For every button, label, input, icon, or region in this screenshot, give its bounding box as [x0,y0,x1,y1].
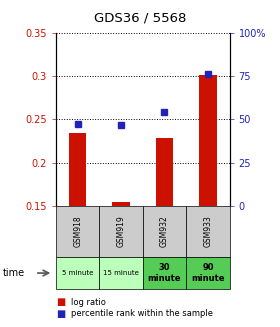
Bar [69,133,86,206]
Text: ■: ■ [56,298,65,307]
Bar [156,138,173,206]
Text: log ratio: log ratio [71,298,106,307]
Text: time: time [3,268,25,278]
Text: 15 minute: 15 minute [103,270,139,276]
Text: GSM933: GSM933 [203,215,213,247]
Text: 5 minute: 5 minute [62,270,94,276]
Text: GSM919: GSM919 [116,215,126,247]
Text: GSM932: GSM932 [160,215,169,247]
Text: GDS36 / 5568: GDS36 / 5568 [94,11,186,25]
Text: GSM918: GSM918 [73,215,82,247]
Text: 30
minute: 30 minute [148,263,181,283]
Text: ■: ■ [56,309,65,319]
Bar [112,202,130,206]
Bar [199,75,216,206]
Text: percentile rank within the sample: percentile rank within the sample [71,309,213,318]
Text: 90
minute: 90 minute [191,263,225,283]
